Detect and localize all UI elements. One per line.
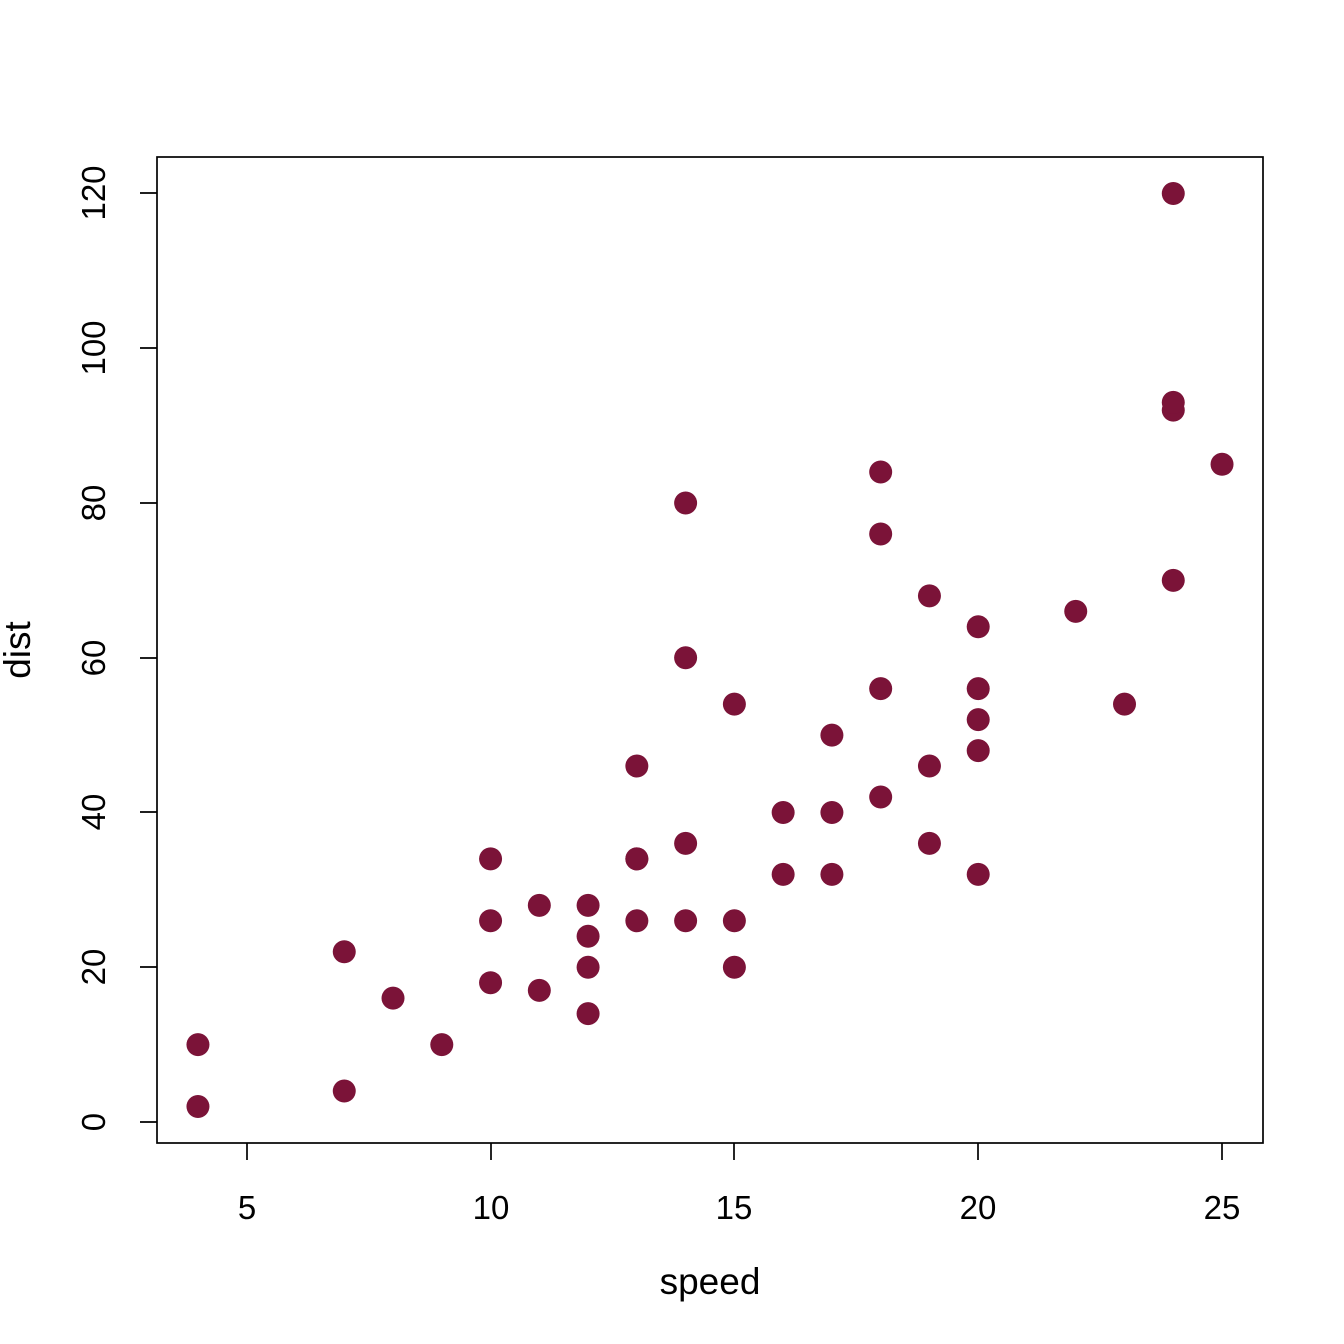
- svg-text:15: 15: [716, 1189, 753, 1226]
- svg-text:100: 100: [75, 320, 112, 375]
- svg-text:80: 80: [75, 485, 112, 522]
- svg-text:5: 5: [238, 1189, 256, 1226]
- svg-text:120: 120: [75, 165, 112, 220]
- svg-text:20: 20: [960, 1189, 997, 1226]
- svg-text:20: 20: [75, 949, 112, 986]
- svg-text:0: 0: [75, 1113, 112, 1131]
- svg-text:40: 40: [75, 794, 112, 831]
- svg-text:10: 10: [473, 1189, 510, 1226]
- svg-text:25: 25: [1204, 1189, 1241, 1226]
- svg-text:60: 60: [75, 640, 112, 677]
- svg-text:speed: speed: [660, 1261, 761, 1302]
- svg-text:dist: dist: [0, 620, 38, 678]
